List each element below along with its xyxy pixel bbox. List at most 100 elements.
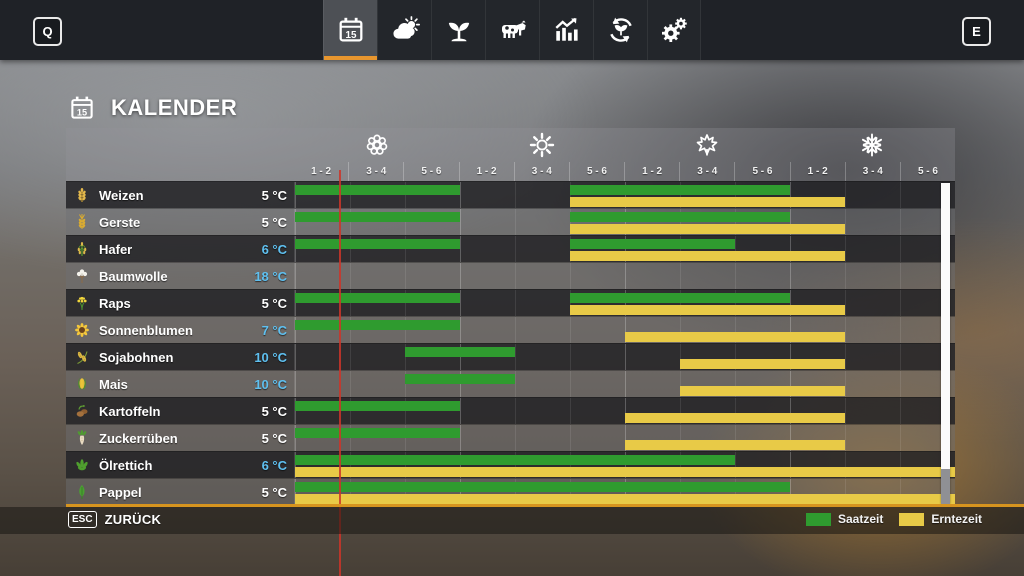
- crop-name: Baumwolle: [99, 268, 168, 284]
- sowing-period-bar: [295, 482, 790, 492]
- svg-text:15: 15: [77, 107, 87, 117]
- legend-swatch-saatzeit: [806, 512, 831, 526]
- radish-icon: [74, 457, 90, 473]
- poplar-icon: [74, 484, 90, 500]
- back-button[interactable]: ESC ZURÜCK: [68, 511, 161, 528]
- crop-label-cell: Zuckerrüben 5 °C: [66, 425, 294, 451]
- sowing-period-bar: [295, 455, 735, 465]
- tab-statistics[interactable]: [539, 0, 593, 60]
- crop-name: Pappel: [99, 484, 142, 500]
- crop-name: Hafer: [99, 241, 133, 257]
- crop-row-gerste: Gerste 5 °C: [66, 208, 955, 235]
- harvest-period-bar: [570, 251, 845, 261]
- germination-temperature: 5 °C: [261, 484, 287, 500]
- crop-label-cell: Mais 10 °C: [66, 371, 294, 397]
- tab-weather[interactable]: [377, 0, 431, 60]
- sowing-period-bar: [295, 320, 460, 330]
- sowing-period-bar: [295, 212, 460, 222]
- crop-row-sojabohnen: Sojabohnen 10 °C: [66, 343, 955, 370]
- table-bottom-border: [66, 504, 1024, 507]
- harvest-period-bar: [680, 386, 845, 396]
- scrollbar[interactable]: [941, 183, 950, 504]
- crop-period-grid: [294, 479, 955, 505]
- sowing-period-bar: [405, 347, 515, 357]
- sowing-period-bar: [570, 239, 735, 249]
- crop-name: Ölrettich: [99, 457, 153, 473]
- tab-animals[interactable]: [485, 0, 539, 60]
- harvest-period-bar: [570, 224, 845, 234]
- stats-icon: [552, 15, 582, 45]
- crop-name: Sonnenblumen: [99, 322, 193, 338]
- crop-period-grid: [294, 371, 955, 397]
- crop-period-grid: [294, 452, 955, 478]
- harvest-period-bar: [570, 197, 845, 207]
- corn-icon: [74, 376, 90, 392]
- crop-row-pappel: Pappel 5 °C: [66, 478, 955, 505]
- period-label-9: 5 - 6: [734, 162, 789, 181]
- germination-temperature: 7 °C: [261, 322, 287, 338]
- svg-text:15: 15: [345, 30, 356, 41]
- season-icon-row: [294, 130, 955, 162]
- gears-icon: [659, 15, 689, 45]
- period-label-8: 3 - 4: [679, 162, 734, 181]
- crop-period-grid: [294, 398, 955, 424]
- rotation-icon: [606, 15, 636, 45]
- crop-name: Raps: [99, 295, 131, 311]
- sugarbeet-icon: [74, 430, 90, 446]
- hotkey-q-badge: Q: [33, 17, 62, 46]
- current-day-line: [338, 170, 341, 576]
- seedling-icon: [444, 15, 474, 45]
- tab-calendar[interactable]: 15: [323, 0, 377, 60]
- crop-name: Mais: [99, 376, 128, 392]
- tab-settings[interactable]: [647, 0, 701, 60]
- sowing-period-bar: [570, 212, 790, 222]
- tab-crop-rotation[interactable]: [593, 0, 647, 60]
- crop-name: Gerste: [99, 214, 141, 230]
- esc-key-badge: ESC: [68, 511, 97, 528]
- page-title: KALENDER: [111, 95, 238, 120]
- period-label-4: 1 - 2: [458, 162, 514, 181]
- legend-label-saatzeit: Saatzeit: [838, 512, 884, 526]
- barley-icon: [74, 214, 90, 230]
- calendar-icon: 15: [336, 15, 366, 45]
- crop-row-mais: Mais 10 °C: [66, 370, 955, 397]
- oat-icon: [74, 241, 90, 257]
- top-nav-bar: Q 15 E: [0, 0, 1024, 60]
- sowing-period-bar: [405, 374, 515, 384]
- crop-row-raps: Raps 5 °C: [66, 289, 955, 316]
- legend-swatch-erntezeit: [899, 512, 925, 526]
- germination-temperature: 5 °C: [261, 214, 287, 230]
- crop-name: Weizen: [99, 187, 144, 203]
- germination-temperature: 10 °C: [254, 376, 287, 392]
- crop-label-cell: Weizen 5 °C: [66, 182, 294, 208]
- sowing-period-bar: [295, 185, 460, 195]
- crop-label-cell: Raps 5 °C: [66, 290, 294, 316]
- sunflower-icon: [74, 322, 90, 338]
- tab-plants[interactable]: [431, 0, 485, 60]
- harvest-period-bar: [295, 467, 955, 477]
- sowing-period-bar: [295, 293, 460, 303]
- nav-tabs: 15: [323, 0, 701, 60]
- crop-period-grid: [294, 317, 955, 343]
- period-label-11: 3 - 4: [844, 162, 900, 181]
- crop-period-grid: [294, 236, 955, 262]
- crop-label-cell: Ölrettich 6 °C: [66, 452, 294, 478]
- crop-name: Sojabohnen: [99, 349, 174, 365]
- crop-period-grid: [294, 263, 955, 289]
- crop-row-lrettich: Ölrettich 6 °C: [66, 451, 955, 478]
- snowflake-icon: [859, 132, 885, 158]
- period-label-2: 3 - 4: [348, 162, 403, 181]
- crop-label-cell: Baumwolle 18 °C: [66, 263, 294, 289]
- scrollbar-thumb[interactable]: [941, 183, 950, 469]
- cotton-icon: [74, 268, 90, 284]
- crop-period-grid: [294, 290, 955, 316]
- germination-temperature: 5 °C: [261, 403, 287, 419]
- germination-temperature: 5 °C: [261, 430, 287, 446]
- period-label-3: 5 - 6: [403, 162, 458, 181]
- harvest-period-bar: [680, 359, 845, 369]
- period-label-5: 3 - 4: [513, 162, 569, 181]
- sowing-period-bar: [295, 401, 460, 411]
